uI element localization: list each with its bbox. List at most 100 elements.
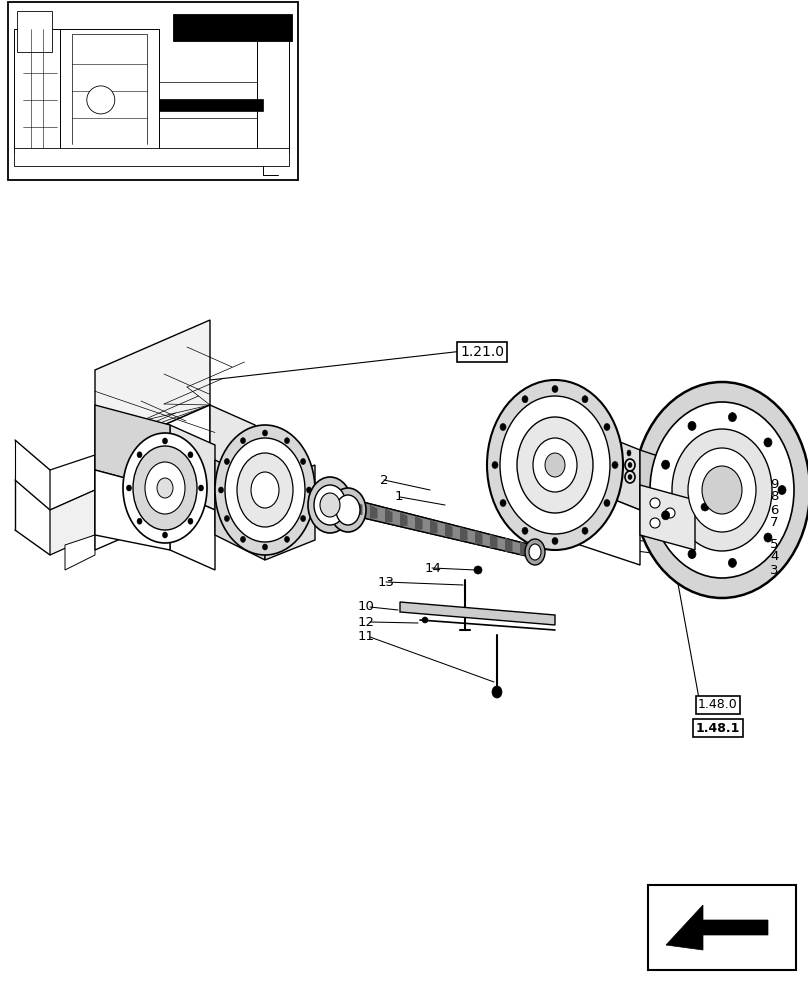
Polygon shape (400, 512, 407, 526)
Ellipse shape (225, 438, 305, 542)
Ellipse shape (628, 462, 632, 468)
Ellipse shape (627, 450, 631, 456)
Ellipse shape (301, 458, 305, 464)
Text: 7: 7 (770, 516, 778, 530)
Polygon shape (640, 485, 695, 550)
Text: 1: 1 (395, 490, 403, 504)
Polygon shape (95, 405, 170, 490)
Ellipse shape (241, 536, 246, 542)
Ellipse shape (123, 433, 207, 543)
Ellipse shape (263, 544, 267, 550)
Ellipse shape (188, 518, 193, 524)
Polygon shape (95, 470, 170, 550)
Ellipse shape (314, 485, 346, 525)
Ellipse shape (215, 425, 315, 555)
Ellipse shape (729, 558, 736, 567)
Ellipse shape (702, 466, 742, 514)
Text: 9: 9 (770, 478, 778, 490)
Polygon shape (265, 465, 315, 560)
Text: 1.21.0: 1.21.0 (460, 345, 504, 359)
Ellipse shape (336, 495, 360, 525)
Ellipse shape (778, 486, 786, 494)
Polygon shape (370, 505, 377, 519)
Ellipse shape (688, 421, 696, 430)
Ellipse shape (500, 396, 610, 534)
Polygon shape (95, 320, 210, 455)
Ellipse shape (533, 438, 577, 492)
Polygon shape (215, 460, 265, 560)
Ellipse shape (492, 462, 498, 468)
Ellipse shape (263, 430, 267, 436)
Polygon shape (355, 500, 535, 558)
Ellipse shape (665, 508, 675, 518)
Ellipse shape (764, 438, 772, 447)
Ellipse shape (545, 453, 565, 477)
Ellipse shape (308, 477, 352, 533)
Ellipse shape (582, 527, 588, 534)
Polygon shape (355, 501, 363, 515)
Text: 3: 3 (770, 564, 778, 576)
Polygon shape (565, 480, 640, 565)
Text: 2: 2 (380, 474, 389, 487)
Ellipse shape (688, 550, 696, 559)
Ellipse shape (218, 487, 224, 493)
Ellipse shape (672, 429, 772, 551)
Ellipse shape (422, 617, 428, 623)
Polygon shape (565, 420, 640, 510)
Polygon shape (520, 541, 528, 555)
Ellipse shape (634, 382, 808, 598)
Polygon shape (640, 450, 685, 525)
Polygon shape (170, 490, 215, 570)
Polygon shape (505, 538, 512, 552)
Ellipse shape (628, 475, 632, 480)
Polygon shape (475, 530, 482, 544)
Text: 4: 4 (770, 550, 778, 564)
Polygon shape (95, 405, 210, 550)
Ellipse shape (284, 438, 289, 444)
Ellipse shape (320, 493, 340, 517)
Polygon shape (159, 99, 263, 111)
Polygon shape (173, 14, 292, 41)
Polygon shape (445, 523, 452, 537)
Ellipse shape (764, 533, 772, 542)
Polygon shape (50, 455, 95, 510)
Ellipse shape (162, 438, 167, 444)
Text: 6: 6 (770, 504, 778, 516)
Polygon shape (14, 148, 289, 166)
Polygon shape (50, 490, 95, 555)
Ellipse shape (552, 385, 558, 392)
Ellipse shape (86, 86, 115, 114)
Ellipse shape (145, 462, 185, 514)
Ellipse shape (127, 485, 132, 491)
Polygon shape (460, 527, 468, 541)
Ellipse shape (284, 536, 289, 542)
Polygon shape (666, 905, 768, 950)
Ellipse shape (612, 462, 618, 468)
Text: 1.48.1: 1.48.1 (696, 722, 740, 734)
Ellipse shape (133, 446, 197, 530)
Ellipse shape (330, 488, 366, 532)
Ellipse shape (500, 424, 506, 430)
Ellipse shape (522, 396, 528, 403)
Text: 1.48.0: 1.48.0 (698, 698, 738, 712)
Ellipse shape (487, 380, 623, 550)
Ellipse shape (225, 458, 229, 464)
Ellipse shape (301, 516, 305, 522)
Ellipse shape (237, 453, 293, 527)
Text: 14: 14 (425, 562, 442, 574)
Polygon shape (210, 405, 255, 520)
Polygon shape (415, 516, 423, 530)
Bar (8, 2, 298, 180)
Polygon shape (14, 29, 61, 153)
Ellipse shape (729, 413, 736, 422)
Ellipse shape (525, 539, 545, 565)
Ellipse shape (688, 448, 756, 532)
Ellipse shape (225, 516, 229, 522)
Ellipse shape (650, 518, 660, 528)
Polygon shape (17, 11, 52, 52)
Text: 5: 5 (770, 538, 778, 550)
Ellipse shape (474, 566, 482, 574)
Ellipse shape (162, 532, 167, 538)
Text: 10: 10 (358, 600, 375, 613)
Ellipse shape (157, 478, 173, 498)
